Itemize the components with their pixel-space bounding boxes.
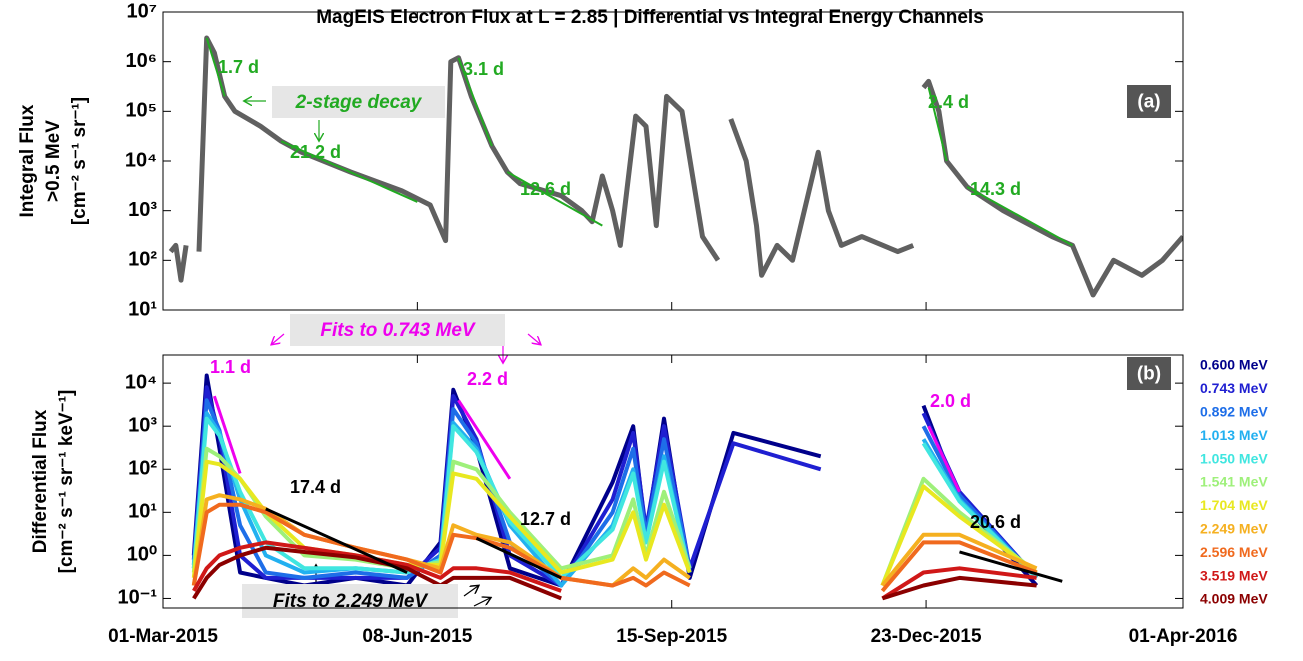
- fit-line: [205, 37, 226, 97]
- legend-label: 4.009 MeV: [1200, 591, 1268, 607]
- plot-area: [191, 373, 1063, 601]
- fit-label: 2.0 d: [930, 391, 971, 411]
- fit-line: [959, 550, 1063, 583]
- legend-label: 1.013 MeV: [1200, 427, 1268, 443]
- legend-label: 2.596 MeV: [1200, 544, 1268, 560]
- fit-label: 2.4 d: [928, 92, 969, 112]
- fit-line: [280, 140, 418, 203]
- annotation: 2-stage decay: [295, 92, 423, 113]
- legend-label: 1.704 MeV: [1200, 497, 1268, 513]
- annotation-box: [272, 86, 445, 118]
- annotation-box: [290, 314, 505, 346]
- annotation: Fits to 0.743 MeV: [320, 320, 475, 341]
- x-tick-label: 01-Mar-2015: [108, 626, 218, 647]
- series-line: [192, 545, 1037, 601]
- annotation: Fits to 2.249 MeV: [273, 591, 428, 612]
- plot-frame: [162, 354, 1184, 609]
- annotation-box: [1127, 357, 1171, 390]
- plot-area: [168, 35, 1183, 298]
- fit-label: 17.4 d: [290, 477, 341, 497]
- annotation: (a): [1137, 92, 1160, 113]
- fit-line: [265, 507, 408, 574]
- arrow: [272, 333, 285, 344]
- legend-label: 0.892 MeV: [1200, 404, 1268, 420]
- y-tick-label: 10⁶: [126, 50, 157, 72]
- y-tick-label: 10³: [128, 199, 157, 221]
- fit-line: [475, 536, 562, 580]
- fit-line: [966, 186, 1074, 247]
- fit-line: [927, 87, 948, 162]
- y-tick-label: 10⁴: [125, 371, 157, 393]
- arrow: [463, 586, 478, 597]
- y-tick-label: 10⁵: [125, 100, 157, 122]
- arrow: [527, 333, 540, 344]
- legend-label: 1.541 MeV: [1200, 474, 1268, 490]
- annotation-box: [242, 584, 458, 618]
- fit-label: 2.2 d: [467, 369, 508, 389]
- series-line: [168, 35, 1183, 298]
- y-axis-label: [cm⁻² s⁻¹ sr⁻¹ keV⁻¹]: [56, 390, 77, 574]
- legend-label: 1.050 MeV: [1200, 450, 1268, 466]
- fit-label: 12.6 d: [520, 179, 571, 199]
- legend-label: 3.519 MeV: [1200, 567, 1268, 583]
- annotation-box: [1127, 85, 1171, 118]
- y-tick-label: 10²: [128, 458, 157, 480]
- legend-label: 0.600 MeV: [1200, 357, 1268, 373]
- y-tick-label: 10⁰: [127, 544, 157, 566]
- annotation: (b): [1137, 364, 1161, 385]
- y-tick-label: 10⁻¹: [118, 587, 158, 609]
- arrows: [245, 101, 540, 607]
- fit-label: 1.7 d: [218, 57, 259, 77]
- y-tick-label: 10¹: [128, 501, 157, 523]
- fit-label: 1.1 d: [210, 357, 251, 377]
- y-tick-label: 10¹: [128, 298, 157, 320]
- fit-line: [457, 399, 512, 480]
- y-axis-label: >0.5 MeV: [43, 120, 64, 202]
- series-line: [191, 459, 1038, 587]
- fit-label: 14.3 d: [970, 179, 1021, 199]
- x-tick-label: 15-Sep-2015: [616, 626, 727, 647]
- series-line: [191, 502, 1038, 593]
- fit-label: 12.7 d: [520, 509, 571, 529]
- fit-line: [212, 395, 242, 474]
- y-tick-label: 10⁴: [125, 149, 157, 171]
- x-tick-label: 23-Dec-2015: [871, 626, 982, 647]
- y-axis-label: Integral Flux: [17, 104, 38, 217]
- y-tick-label: 10²: [128, 249, 157, 271]
- chart-title: MagEIS Electron Flux at L = 2.85 | Diffe…: [316, 7, 984, 28]
- fit-line: [457, 57, 493, 147]
- x-tick-label: 01-Apr-2016: [1129, 626, 1238, 647]
- fit-label: 3.1 d: [463, 59, 504, 79]
- series-line: [191, 493, 1038, 588]
- plot-frame: [162, 11, 1184, 311]
- y-axis-label: Differential Flux: [30, 409, 51, 553]
- fit-label: 20.6 d: [970, 512, 1021, 532]
- fit-line: [506, 171, 603, 227]
- y-tick-label: 10⁷: [127, 0, 158, 22]
- fit-label: 21.2 d: [290, 142, 341, 162]
- fit-line: [927, 425, 961, 493]
- x-tick-label: 08-Jun-2015: [362, 626, 472, 647]
- arrow: [473, 598, 490, 607]
- legend-label: 2.249 MeV: [1200, 521, 1268, 537]
- legend-label: 0.743 MeV: [1200, 380, 1268, 396]
- y-tick-label: 10³: [128, 414, 157, 436]
- y-axis-label: [cm⁻² s⁻¹ sr⁻¹]: [69, 97, 90, 225]
